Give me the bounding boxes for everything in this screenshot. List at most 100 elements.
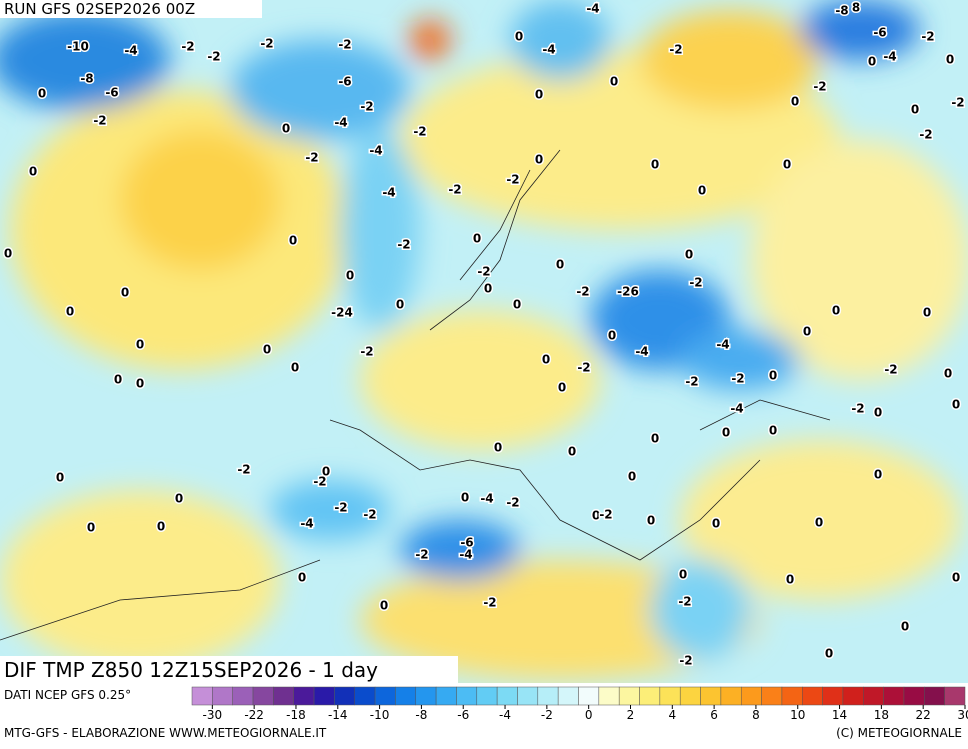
color-swatch [395,686,417,706]
contour-label: -8 [835,4,848,18]
color-swatch [781,686,803,706]
color-swatch [252,686,274,706]
contour-label: 0 [380,599,388,613]
contour-label: 0 [291,361,299,375]
contour-label: 0 [647,514,655,528]
contour-label: -4 [124,44,137,58]
colorbar-tick-label: -10 [370,708,390,722]
contour-label: -24 [331,306,353,320]
colorbar-tick-label: 30 [957,708,968,722]
contour-label: -4 [334,116,347,130]
contour-label: 0 [901,620,909,634]
color-swatch [557,686,579,706]
color-swatch [435,686,457,706]
contour-label: 0 [114,373,122,387]
contour-label: -4 [369,144,382,158]
color-swatch [842,686,864,706]
contour-label: 0 [685,248,693,262]
contour-label: 0 [346,269,354,283]
color-swatch [822,686,844,706]
contour-label: 0 [952,571,960,585]
contour-label: -2 [237,463,250,477]
contour-label: -2 [919,128,932,142]
contour-label: 0 [874,468,882,482]
contour-label: 0 [825,647,833,661]
contour-label: -2 [413,125,426,139]
contour-label: 0 [679,568,687,582]
contour-label: -2 [338,38,351,52]
contour-label: -2 [851,402,864,416]
contour-label: -6 [873,26,886,40]
contour-label: -4 [730,402,743,416]
contour-label: 0 [651,432,659,446]
color-swatch [456,686,478,706]
contour-label: 0 [542,353,550,367]
contour-label: 0 [698,184,706,198]
contour-label: 0 [722,426,730,440]
contour-label: -2 [678,595,691,609]
contour-label: -6 [460,536,473,550]
contour-label: 0 [157,520,165,534]
contour-label: -4 [635,345,648,359]
contour-label: -4 [716,338,729,352]
contour-label: -4 [883,50,896,64]
run-label: RUN GFS 02SEP2026 00Z [4,0,195,18]
contour-label: -2 [679,654,692,668]
colorbar-tick-label: 0 [585,708,593,722]
color-swatch [700,686,722,706]
contour-label: -4 [382,186,395,200]
contour-label: -2 [731,372,744,386]
contour-label: 0 [868,55,876,69]
color-swatch [903,686,925,706]
contour-label: -2 [576,285,589,299]
colorbar-tick-label: 6 [710,708,718,722]
contour-label: -2 [363,508,376,522]
colorbar-tick-label: 22 [916,708,931,722]
color-swatch [415,686,437,706]
contour-label: 0 [556,258,564,272]
contour-label: 0 [66,305,74,319]
color-swatch [496,686,518,706]
contour-label: -2 [669,43,682,57]
contour-label: -2 [93,114,106,128]
contour-label: -2 [448,183,461,197]
contour-label: -10 [67,40,89,54]
color-swatch [720,686,742,706]
map-title: DIF TMP Z850 12Z15SEP2026 - 1 day [4,658,378,682]
copyright: (C) METEOGIORNALE [836,726,962,740]
contour-label: 0 [874,406,882,420]
contour-label: 0 [473,232,481,246]
color-swatch [598,686,620,706]
colorbar-tick-label: -14 [328,708,348,722]
contour-label: 0 [136,377,144,391]
color-swatch [659,686,681,706]
contour-label: -2 [313,475,326,489]
contour-label: 0 [322,465,330,479]
contour-label: -2 [260,37,273,51]
contour-label: 0 [289,234,297,248]
contour-label: 0 [38,87,46,101]
contour-label: 0 [29,165,37,179]
colorbar-tick-label: -6 [457,708,469,722]
contour-labels: -10 -4 -2-2-2 -20-4-4-2-8 8-6 -2-8-60-2-6-2-4… [2,0,966,669]
contour-label: 0 [121,286,129,300]
contour-label: 0 [769,369,777,383]
color-swatch [374,686,396,706]
credit: MTG-GFS - ELABORAZIONE WWW.METEOGIORNALE… [4,726,327,740]
color-swatch [293,686,315,706]
colorbar-tick-label: 10 [790,708,805,722]
contour-label: 0 [783,158,791,172]
colorbar-tick-label: -2 [541,708,553,722]
colorbar-tick-label: 2 [627,708,635,722]
color-swatch [313,686,335,706]
contour-label: -2 [360,100,373,114]
color-swatch [191,686,213,706]
color-swatch [273,686,294,706]
contour-label: 0 [56,471,64,485]
contour-label: -2 [181,40,194,54]
color-swatch [802,686,823,706]
contour-label: 0 [911,103,919,117]
colorbar-tick-label: -8 [415,708,427,722]
contour-label: 0 [952,398,960,412]
